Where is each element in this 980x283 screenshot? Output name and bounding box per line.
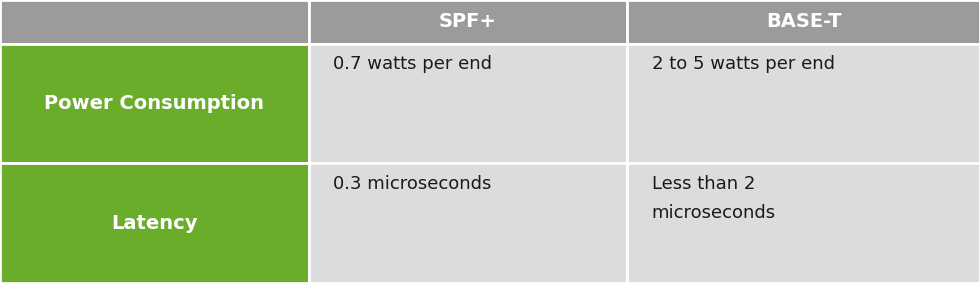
- Text: SPF+: SPF+: [439, 12, 497, 31]
- Text: 0.3 microseconds: 0.3 microseconds: [333, 175, 492, 193]
- Text: Latency: Latency: [111, 214, 198, 233]
- Bar: [627, 44, 980, 164]
- Bar: [309, 0, 627, 44]
- Text: BASE-T: BASE-T: [765, 12, 842, 31]
- Bar: [627, 164, 980, 283]
- Bar: [0, 164, 309, 283]
- Text: 2 to 5 watts per end: 2 to 5 watts per end: [652, 55, 835, 73]
- Bar: [627, 0, 980, 44]
- Text: Power Consumption: Power Consumption: [44, 94, 265, 113]
- Bar: [309, 44, 627, 164]
- Bar: [0, 44, 309, 164]
- Text: 0.7 watts per end: 0.7 watts per end: [333, 55, 492, 73]
- Text: Less than 2
microseconds: Less than 2 microseconds: [652, 175, 776, 222]
- Bar: [0, 0, 309, 44]
- Bar: [309, 164, 627, 283]
